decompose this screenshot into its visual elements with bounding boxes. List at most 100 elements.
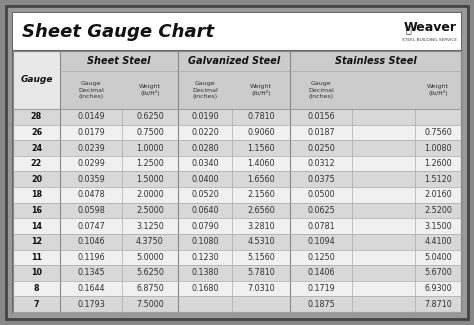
Text: 0.0747: 0.0747 (77, 222, 105, 231)
Text: 0.0598: 0.0598 (77, 206, 105, 215)
Text: 16: 16 (31, 206, 42, 215)
Bar (13, 250, 461, 265)
Text: 2.0000: 2.0000 (136, 190, 164, 199)
Text: 0.0500: 0.0500 (307, 190, 335, 199)
Bar (13, 172, 461, 187)
Text: 4.4100: 4.4100 (424, 237, 452, 246)
Bar (13, 203, 461, 218)
Bar (13, 156, 461, 172)
Text: 0.0149: 0.0149 (77, 112, 105, 121)
Text: 7.5000: 7.5000 (136, 300, 164, 309)
Text: 0.1406: 0.1406 (307, 268, 335, 278)
Text: 1.1560: 1.1560 (247, 144, 275, 152)
Text: 0.0220: 0.0220 (191, 128, 219, 137)
Text: 0.0312: 0.0312 (307, 159, 335, 168)
Text: 5.7810: 5.7810 (247, 268, 275, 278)
Text: 0.7810: 0.7810 (247, 112, 275, 121)
Text: 0.7560: 0.7560 (424, 128, 452, 137)
Text: 5.1560: 5.1560 (247, 253, 275, 262)
Text: 0.0190: 0.0190 (191, 112, 219, 121)
Text: 1.5000: 1.5000 (136, 175, 164, 184)
Text: Stainless Steel: Stainless Steel (335, 56, 416, 66)
Text: Galvanized Steel: Galvanized Steel (188, 56, 280, 66)
Bar (13, 13, 461, 51)
Text: 7.0310: 7.0310 (247, 284, 275, 293)
Text: 0.0250: 0.0250 (307, 144, 335, 152)
Text: Weaver: Weaver (403, 21, 456, 34)
Text: 0.1250: 0.1250 (307, 253, 335, 262)
Text: 0.1680: 0.1680 (191, 284, 219, 293)
Text: 22: 22 (31, 159, 42, 168)
Text: 0.1380: 0.1380 (191, 268, 219, 278)
Text: 0.1875: 0.1875 (307, 300, 335, 309)
Text: 1.2600: 1.2600 (424, 159, 452, 168)
Text: 6.8750: 6.8750 (136, 284, 164, 293)
Text: Gauge
Decimal
(inches): Gauge Decimal (inches) (192, 81, 218, 99)
Text: 18: 18 (31, 190, 42, 199)
Text: Sheet Gauge Chart: Sheet Gauge Chart (22, 23, 214, 41)
Text: 1.5120: 1.5120 (424, 175, 452, 184)
Text: 0.1196: 0.1196 (77, 253, 105, 262)
Text: 0.0280: 0.0280 (191, 144, 219, 152)
Bar (13, 109, 461, 124)
Text: 1.4060: 1.4060 (247, 159, 275, 168)
Text: 0.0520: 0.0520 (191, 190, 219, 199)
Text: 0.7500: 0.7500 (136, 128, 164, 137)
Bar (13, 187, 461, 203)
Text: 2.1560: 2.1560 (247, 190, 275, 199)
Text: 0.0625: 0.0625 (307, 206, 335, 215)
Text: 0.1230: 0.1230 (191, 253, 219, 262)
Text: 0.1793: 0.1793 (77, 300, 105, 309)
Text: 0.0790: 0.0790 (191, 222, 219, 231)
Text: 7.8710: 7.8710 (424, 300, 452, 309)
Text: 0.0359: 0.0359 (77, 175, 105, 184)
Text: 0.0478: 0.0478 (77, 190, 105, 199)
Text: 5.0400: 5.0400 (424, 253, 452, 262)
Text: 2.5000: 2.5000 (136, 206, 164, 215)
Text: 5.0000: 5.0000 (136, 253, 164, 262)
Text: Weight
(lb/ft²): Weight (lb/ft²) (427, 84, 449, 96)
Text: STEEL BUILDING SERVICE: STEEL BUILDING SERVICE (402, 38, 457, 42)
Text: 0.1644: 0.1644 (77, 284, 105, 293)
Text: 0.0340: 0.0340 (191, 159, 219, 168)
Text: 0.1094: 0.1094 (307, 237, 335, 246)
Text: 26: 26 (31, 128, 42, 137)
Text: 28: 28 (31, 112, 42, 121)
Bar (60, 51, 461, 109)
Text: 1.0080: 1.0080 (424, 144, 452, 152)
Bar (13, 296, 461, 312)
Text: 0.0640: 0.0640 (191, 206, 219, 215)
Text: 1.6560: 1.6560 (247, 175, 275, 184)
Text: 0.1345: 0.1345 (77, 268, 105, 278)
Text: Weight
(lb/ft²): Weight (lb/ft²) (139, 84, 161, 96)
Bar (13, 124, 461, 140)
Text: 0.0781: 0.0781 (307, 222, 335, 231)
Text: Gauge: Gauge (20, 75, 53, 84)
Text: 0.1080: 0.1080 (191, 237, 219, 246)
Text: 14: 14 (31, 222, 42, 231)
Text: Weight
(lb/ft²): Weight (lb/ft²) (250, 84, 272, 96)
Bar (13, 234, 461, 250)
Text: Gauge
Decimal
(inches): Gauge Decimal (inches) (308, 81, 334, 99)
Text: 10: 10 (31, 268, 42, 278)
Text: 0.0239: 0.0239 (77, 144, 105, 152)
Bar (13, 140, 461, 156)
Text: 0.6250: 0.6250 (136, 112, 164, 121)
Text: 3.1250: 3.1250 (136, 222, 164, 231)
Text: 0.0156: 0.0156 (307, 112, 335, 121)
Text: 0.1046: 0.1046 (77, 237, 105, 246)
Text: Gauge
Decimal
(inches): Gauge Decimal (inches) (78, 81, 104, 99)
Text: 4.5310: 4.5310 (247, 237, 275, 246)
Text: 20: 20 (31, 175, 42, 184)
Bar (13, 265, 461, 281)
Text: 1.0000: 1.0000 (136, 144, 164, 152)
Bar (13, 218, 461, 234)
Text: 1.2500: 1.2500 (136, 159, 164, 168)
Text: 0.0400: 0.0400 (191, 175, 219, 184)
Text: 0.1719: 0.1719 (307, 284, 335, 293)
Text: 11: 11 (31, 253, 42, 262)
Text: 8: 8 (34, 284, 39, 293)
Text: 🚗: 🚗 (405, 24, 411, 34)
Text: 24: 24 (31, 144, 42, 152)
Text: 7: 7 (34, 300, 39, 309)
